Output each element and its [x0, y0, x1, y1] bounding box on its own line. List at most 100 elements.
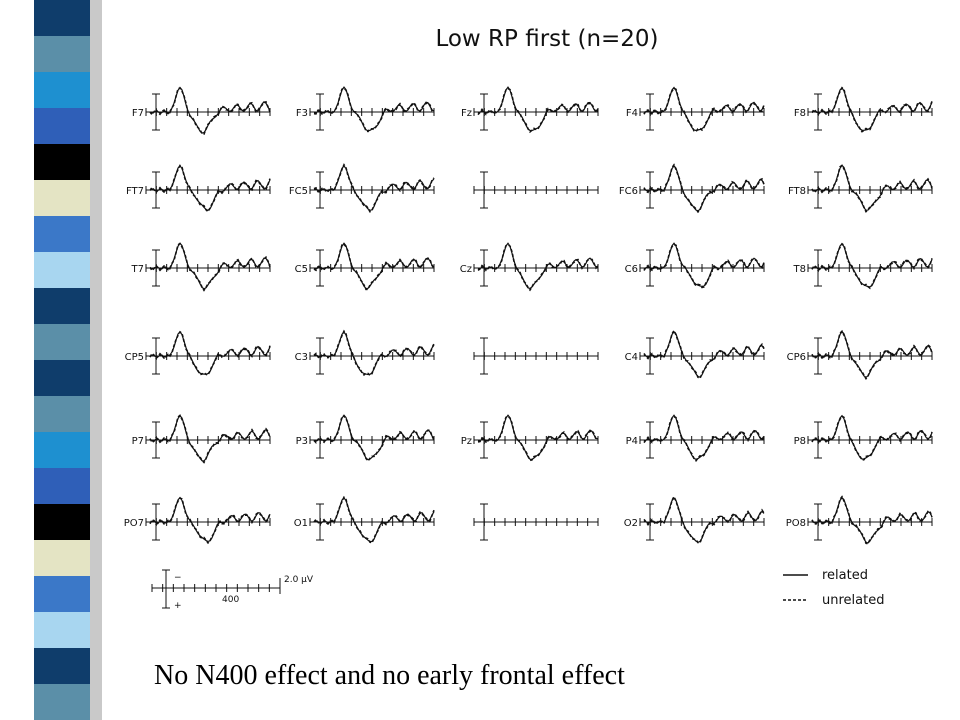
series-line-unrelated — [643, 494, 765, 544]
erp-panel — [473, 503, 599, 541]
series-line-related — [643, 242, 765, 288]
series-line-unrelated — [477, 243, 599, 292]
series-line-unrelated — [811, 242, 933, 290]
erp-panel: FC5 — [289, 163, 435, 213]
channel-label: T7 — [131, 264, 144, 275]
channel-label: CP5 — [125, 352, 144, 363]
channel-label: O1 — [294, 518, 308, 529]
series-line-related — [811, 496, 933, 544]
erp-panel — [473, 171, 599, 209]
channel-label: P4 — [626, 436, 638, 447]
series-line-related — [149, 330, 271, 375]
deco-stripe — [34, 504, 90, 540]
deco-stripe — [34, 288, 90, 324]
decorative-color-bar — [34, 0, 102, 720]
series-line-unrelated — [643, 243, 765, 289]
series-line-unrelated — [149, 414, 271, 464]
erp-panel: FC6 — [619, 163, 765, 214]
deco-stripe — [34, 36, 90, 72]
erp-panel: FT7 — [126, 164, 271, 213]
series-line-unrelated — [149, 164, 271, 213]
slide-caption: No N400 effect and no early frontal effe… — [154, 660, 625, 691]
deco-stripe — [34, 612, 90, 648]
series-line-unrelated — [811, 86, 933, 133]
deco-stripe — [34, 432, 90, 468]
deco-stripe — [34, 576, 90, 612]
erp-panel: C4 — [625, 328, 765, 380]
series-line-related — [643, 164, 765, 212]
legend-label-related: related — [822, 568, 868, 583]
channel-label: FC6 — [619, 186, 638, 197]
erp-panel: PO8 — [786, 495, 933, 545]
series-line-related — [477, 242, 599, 290]
scale-pos-sign: + — [174, 601, 182, 611]
erp-panel: O2 — [624, 494, 765, 544]
deco-stripe — [34, 144, 90, 180]
channel-label: PO7 — [124, 518, 144, 529]
slide-title: Low RP first (n=20) — [435, 26, 659, 52]
series-line-related — [313, 242, 435, 290]
series-line-unrelated — [149, 242, 271, 292]
series-line-related — [313, 414, 435, 461]
series-line-related — [313, 86, 435, 132]
channel-label: PO8 — [786, 518, 806, 529]
erp-panel: P7 — [132, 414, 271, 464]
erp-panel: P8 — [794, 414, 933, 462]
deco-stripe — [34, 360, 90, 396]
channel-label: FC5 — [289, 186, 308, 197]
channel-label: FT8 — [788, 186, 806, 197]
series-line-unrelated — [313, 163, 435, 213]
erp-panel: F8 — [794, 86, 933, 133]
series-line-related — [643, 330, 765, 378]
channel-label: FT7 — [126, 186, 144, 197]
series-line-unrelated — [313, 414, 435, 463]
legend-label-unrelated: unrelated — [822, 593, 884, 608]
channel-label: CP6 — [787, 352, 806, 363]
series-line-unrelated — [811, 415, 933, 462]
series-line-unrelated — [149, 330, 271, 376]
erp-panel: CP6 — [787, 329, 933, 380]
series-line-unrelated — [811, 495, 933, 545]
channel-label: P8 — [794, 436, 806, 447]
channel-label: Pz — [461, 436, 472, 447]
channel-label: Cz — [460, 264, 472, 275]
erp-panel: C6 — [625, 242, 765, 289]
channel-label: C4 — [625, 352, 638, 363]
series-line-unrelated — [643, 163, 765, 214]
series-line-unrelated — [313, 495, 435, 544]
deco-stripe — [34, 324, 90, 360]
channel-label: F3 — [296, 108, 308, 119]
deco-stripe — [34, 540, 90, 576]
channel-label: O2 — [624, 518, 638, 529]
series-line-related — [811, 242, 933, 288]
erp-panel: F3 — [296, 86, 435, 133]
channel-label: C5 — [295, 264, 308, 275]
series-line-unrelated — [313, 243, 435, 291]
series-line-related — [149, 86, 271, 134]
series-line-unrelated — [477, 415, 599, 462]
deco-stripe — [34, 468, 90, 504]
channel-label: F8 — [794, 108, 806, 119]
series-line-unrelated — [149, 86, 271, 135]
channel-label: C3 — [295, 352, 308, 363]
deco-stripe — [34, 108, 90, 144]
series-line-unrelated — [313, 329, 435, 377]
erp-panel: Cz — [460, 242, 599, 292]
series-line-related — [643, 86, 765, 132]
series-line-related — [811, 164, 933, 211]
erp-panel: PO7 — [124, 496, 271, 545]
series-line-unrelated — [811, 164, 933, 213]
series-line-unrelated — [149, 496, 271, 545]
erp-panel: F4 — [626, 86, 765, 133]
erp-panel: F7 — [132, 86, 271, 135]
erp-panel: Fz — [461, 86, 599, 134]
series-line-unrelated — [811, 329, 933, 380]
series-line-related — [811, 330, 933, 379]
channel-label: F7 — [132, 108, 144, 119]
scale-neg-sign: − — [174, 573, 182, 583]
deco-shadow — [90, 0, 102, 720]
erp-panel: FT8 — [788, 164, 933, 213]
channel-label: P3 — [296, 436, 308, 447]
erp-panel: C3 — [295, 329, 435, 377]
